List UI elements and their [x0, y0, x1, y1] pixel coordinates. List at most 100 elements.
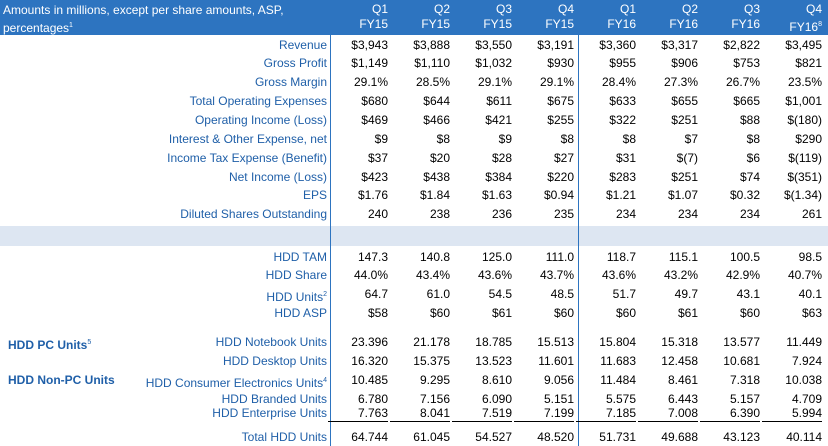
table-cell: $821	[795, 56, 822, 70]
column-divider	[578, 35, 579, 446]
row-label: Total HDD Units	[241, 430, 327, 444]
table-cell: $3,191	[537, 38, 574, 52]
table-cell: $28	[491, 151, 512, 165]
table-cell: 6.443	[667, 392, 698, 406]
table-cell: $1.07	[667, 188, 698, 202]
table-cell: 11.601	[538, 354, 574, 368]
table-cell: $1.63	[481, 188, 512, 202]
column-quarter: Q1	[371, 2, 388, 16]
table-cell: 18.785	[475, 335, 512, 349]
table-cell: $753	[733, 56, 760, 70]
table-cell: $(7)	[676, 151, 698, 165]
table-cell: 8.041	[390, 406, 450, 422]
table-cell: 64.744	[351, 430, 388, 444]
table-cell: $421	[485, 113, 512, 127]
table-cell: 7.185	[576, 406, 636, 422]
table-cell: 118.7	[606, 250, 636, 264]
row-label: HDD ASP	[274, 306, 327, 320]
row-label: HDD Branded Units	[221, 392, 327, 406]
column-quarter: Q3	[743, 2, 760, 16]
table-cell: $251	[671, 170, 698, 184]
table-cell: 147.3	[357, 250, 388, 264]
table-cell: 10.681	[723, 354, 760, 368]
table-cell: 16.320	[351, 354, 388, 368]
table-cell: $(1.34)	[783, 188, 822, 202]
table-cell: 10.485	[351, 373, 388, 387]
table-cell: 43.2%	[663, 268, 698, 282]
row-label: Operating Income (Loss)	[194, 113, 327, 127]
table-cell: $322	[609, 113, 636, 127]
table-cell: $9	[374, 132, 388, 146]
section-divider-band	[0, 226, 828, 246]
column-quarter: Q2	[681, 2, 698, 16]
column-fiscal-year: FY15	[545, 17, 574, 31]
table-cell: $20	[429, 151, 450, 165]
table-cell: $665	[733, 94, 760, 108]
table-cell: 7.008	[638, 406, 698, 422]
table-cell: 5.151	[543, 392, 574, 406]
table-cell: 15.513	[537, 335, 574, 349]
table-cell: $8	[560, 132, 574, 146]
table-cell: $61	[677, 306, 698, 320]
header-bar	[0, 0, 828, 35]
table-cell: $1,032	[475, 56, 512, 70]
table-cell: 54.5	[488, 287, 512, 301]
table-cell: $955	[609, 56, 636, 70]
table-cell: $0.94	[543, 188, 574, 202]
table-cell: $3,943	[351, 38, 388, 52]
table-cell: $9	[498, 132, 512, 146]
table-note: Amounts in millions, except per share am…	[3, 2, 328, 36]
table-cell: 64.7	[364, 287, 388, 301]
table-cell: 7.519	[452, 406, 512, 422]
column-divider	[330, 35, 331, 446]
table-cell: $2,822	[723, 38, 760, 52]
column-header: Q1 FY16	[576, 2, 636, 32]
table-cell: 48.5	[550, 287, 574, 301]
table-cell: $255	[547, 113, 574, 127]
table-cell: 40.7%	[787, 268, 822, 282]
table-cell: $655	[671, 94, 698, 108]
table-cell: 15.318	[661, 335, 698, 349]
row-label: EPS	[302, 188, 327, 202]
table-cell: 5.575	[605, 392, 636, 406]
table-cell: $1.76	[357, 188, 388, 202]
column-header: Q3 FY16	[700, 2, 760, 32]
table-cell: $6	[746, 151, 760, 165]
column-quarter: Q4	[557, 2, 574, 16]
table-cell: $31	[615, 151, 636, 165]
row-label: HDD Share	[265, 268, 327, 282]
table-cell: 13.523	[475, 354, 512, 368]
table-cell: 43.1	[736, 287, 760, 301]
table-cell: 7.763	[328, 406, 388, 422]
column-footnote: 8	[818, 21, 822, 28]
column-fiscal-year: FY16	[669, 17, 698, 31]
table-cell: 140.8	[419, 250, 450, 264]
table-cell: $74	[739, 170, 760, 184]
table-cell: $60	[615, 306, 636, 320]
table-cell: $469	[361, 113, 388, 127]
table-cell: $930	[547, 56, 574, 70]
column-quarter: Q1	[619, 2, 636, 16]
table-cell: $8	[746, 132, 760, 146]
table-cell: 51.731	[599, 430, 636, 444]
table-cell: $37	[367, 151, 388, 165]
table-cell: $1.84	[419, 188, 450, 202]
group-label-non-pc: HDD Non-PC Units	[8, 373, 115, 387]
table-cell: $(180)	[787, 113, 822, 127]
table-cell: 115.1	[668, 250, 698, 264]
table-cell: 44.0%	[353, 268, 388, 282]
table-cell: 111.0	[545, 250, 574, 264]
table-cell: 261	[801, 207, 822, 221]
table-cell: 15.375	[413, 354, 450, 368]
table-cell: $1,001	[785, 94, 822, 108]
column-fiscal-year: FY15	[359, 17, 388, 31]
table-cell: $27	[553, 151, 574, 165]
table-cell: 5.994	[762, 406, 822, 422]
table-cell: 5.157	[729, 392, 760, 406]
table-cell: 125.0	[481, 250, 512, 264]
table-cell: 6.390	[700, 406, 760, 422]
table-cell: $220	[547, 170, 574, 184]
row-label: Net Income (Loss)	[228, 170, 327, 184]
table-cell: 7.318	[729, 373, 760, 387]
